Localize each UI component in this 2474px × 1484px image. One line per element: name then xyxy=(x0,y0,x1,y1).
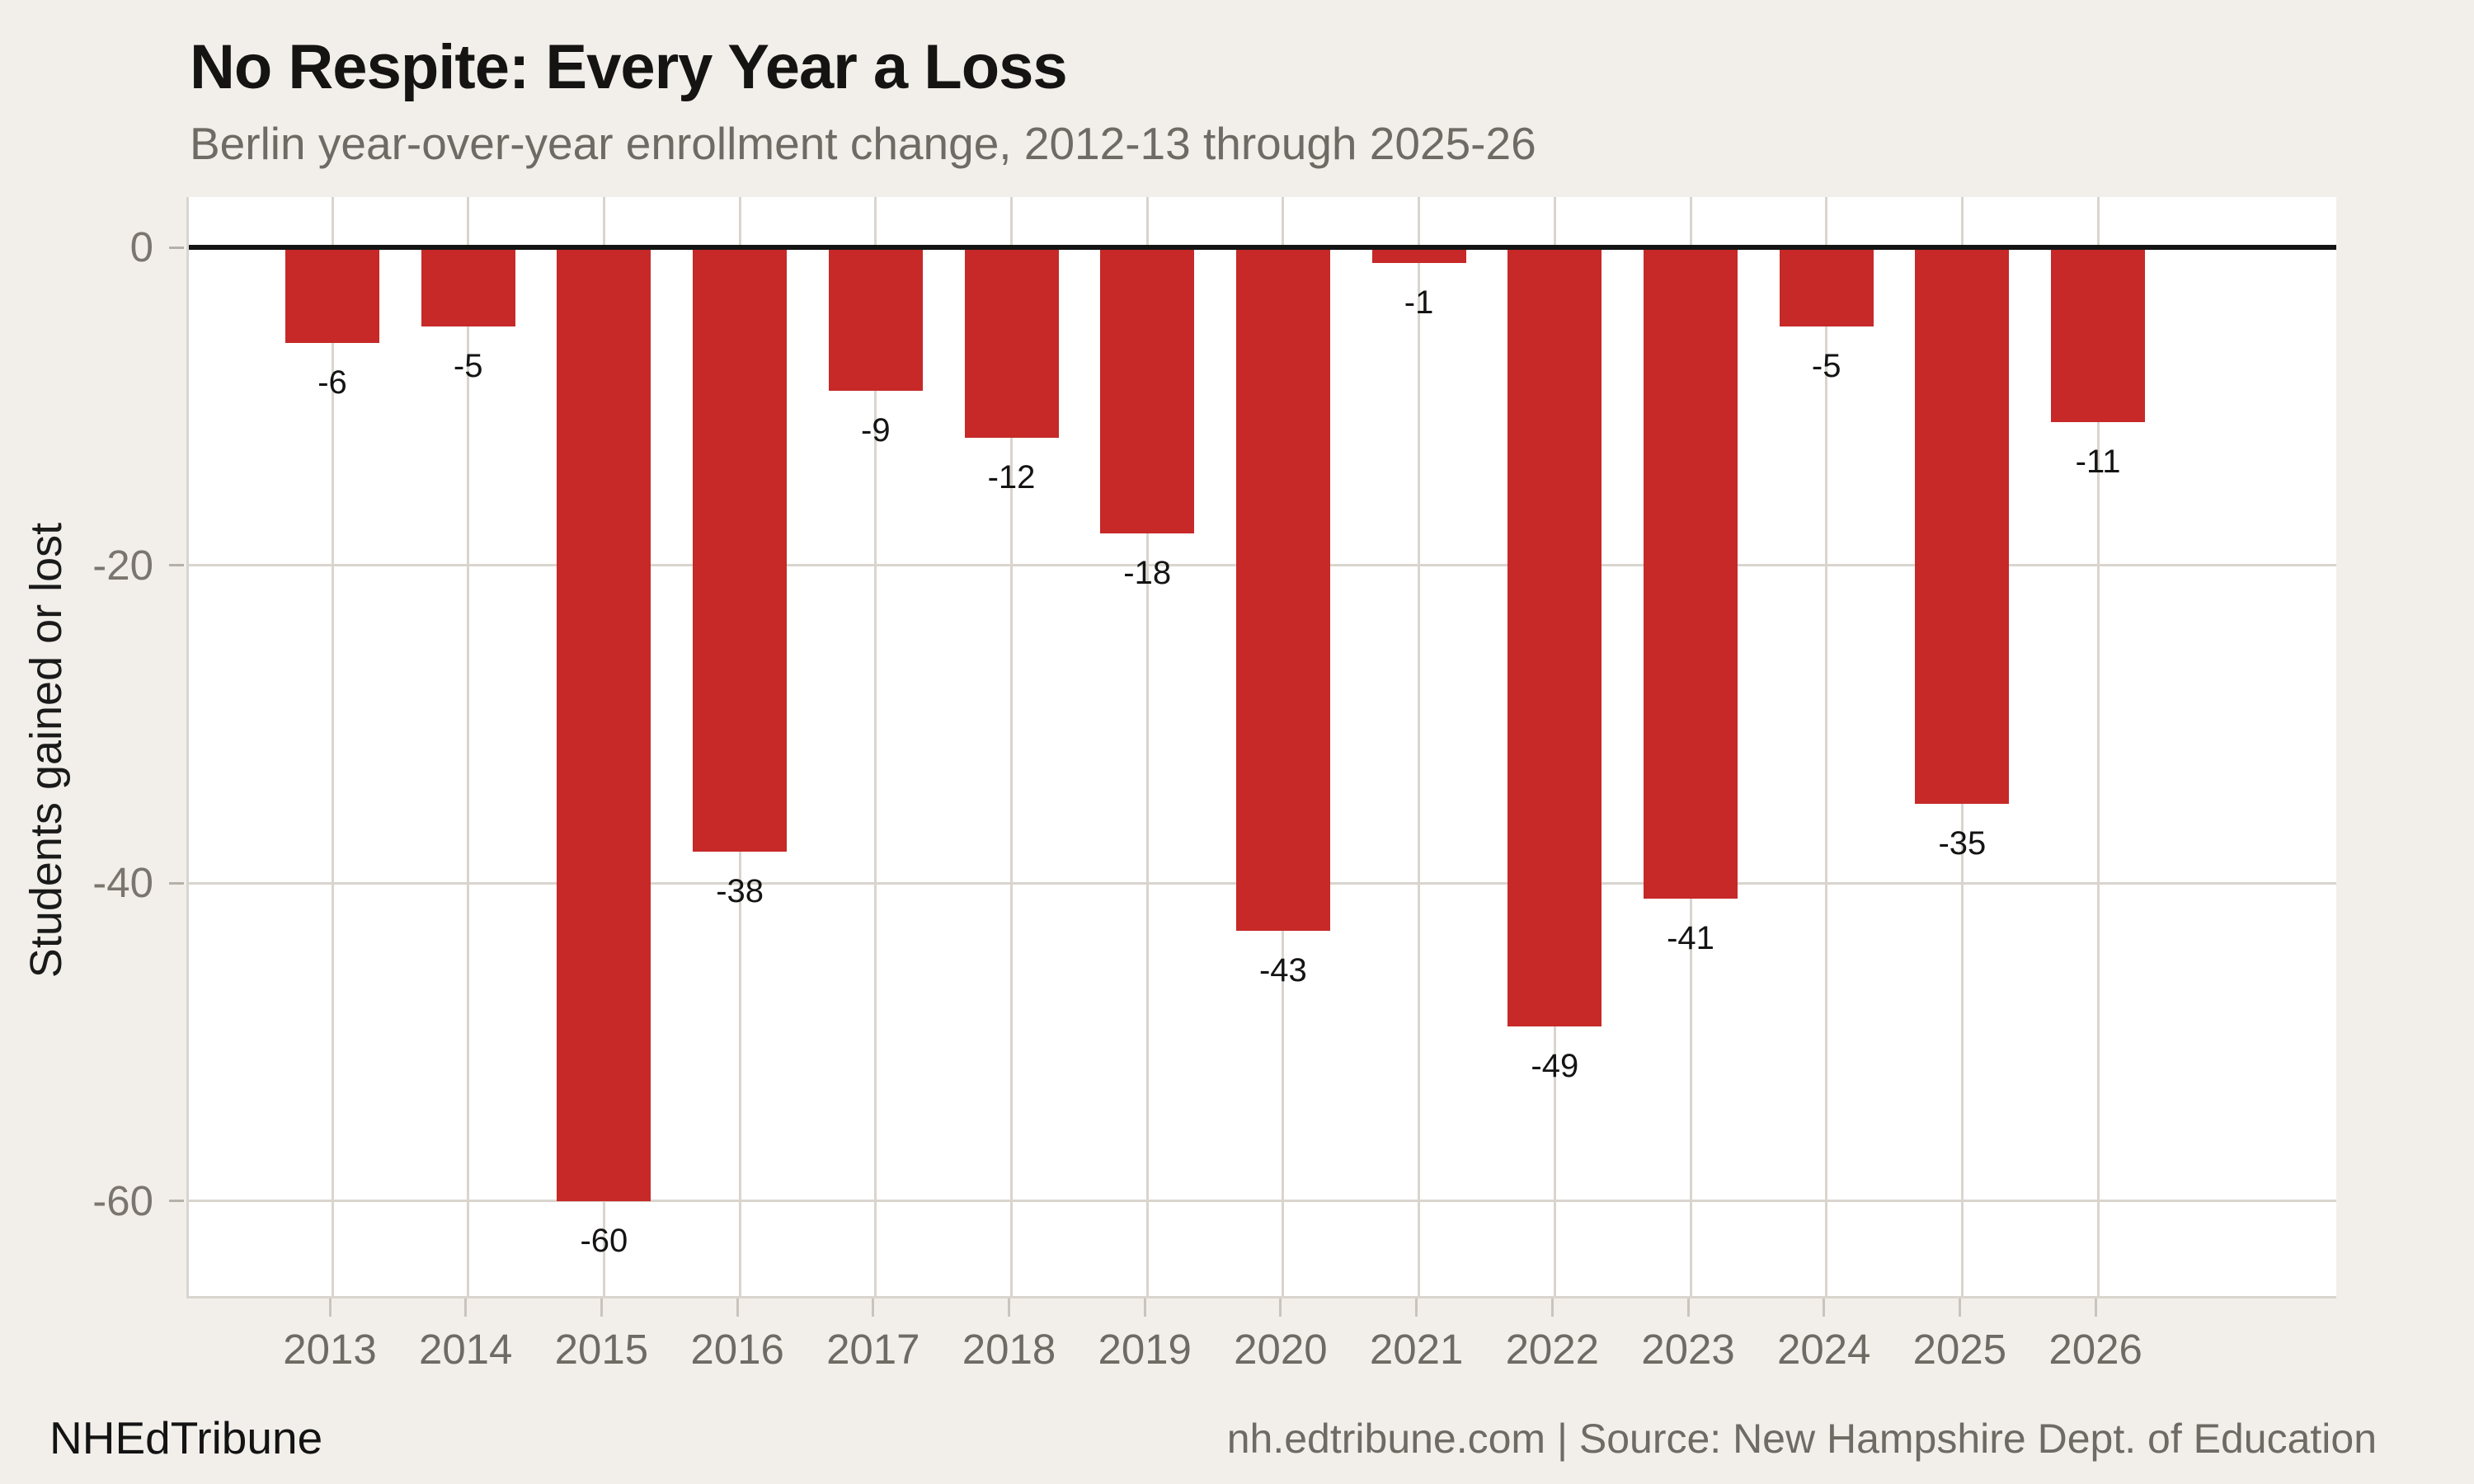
bar-value-label: -9 xyxy=(861,411,891,448)
x-tick-mark xyxy=(1958,1298,1961,1317)
y-tick-mark xyxy=(169,1200,184,1203)
x-tick-label: 2022 xyxy=(1505,1326,1600,1373)
x-tick-label: 2015 xyxy=(554,1326,649,1373)
chart-title: No Respite: Every Year a Loss xyxy=(190,32,1068,102)
x-gridline xyxy=(331,197,334,1298)
y-gridline xyxy=(189,1200,2336,1203)
x-gridline xyxy=(874,197,877,1298)
bar-2021 xyxy=(1371,247,1466,264)
x-tick-mark xyxy=(1686,1298,1690,1317)
x-tick-mark xyxy=(328,1298,332,1317)
x-tick-label: 2024 xyxy=(1776,1326,1871,1373)
x-tick-label: 2016 xyxy=(690,1326,784,1373)
x-tick-label: 2023 xyxy=(1641,1326,1735,1373)
bar-2014 xyxy=(421,247,515,327)
chart-subtitle: Berlin year-over-year enrollment change,… xyxy=(190,118,1536,169)
bar-value-label: -12 xyxy=(987,459,1036,496)
x-tick-mark xyxy=(1415,1298,1418,1317)
source-attribution: nh.edtribune.com | Source: New Hampshire… xyxy=(1226,1416,2377,1462)
y-tick-mark xyxy=(169,246,184,249)
bar-2018 xyxy=(964,247,1059,439)
bar-2017 xyxy=(828,247,923,391)
bar-2013 xyxy=(285,247,379,343)
bar-value-label: -5 xyxy=(453,348,483,385)
x-gridline xyxy=(1145,197,1149,1298)
x-tick-mark xyxy=(1550,1298,1554,1317)
bar-value-label: -5 xyxy=(1811,348,1841,385)
bar-value-label: -38 xyxy=(716,872,764,909)
y-tick-label: -60 xyxy=(92,1176,153,1224)
bar-2016 xyxy=(693,247,788,852)
bar-value-label: -35 xyxy=(1938,824,1987,862)
x-tick-mark xyxy=(736,1298,739,1317)
x-tick-mark xyxy=(2094,1298,2097,1317)
x-tick-label: 2018 xyxy=(962,1326,1056,1373)
bar-2025 xyxy=(1915,247,2010,804)
bar-2024 xyxy=(1779,247,1874,327)
bar-2026 xyxy=(2051,247,2146,423)
bar-value-label: -41 xyxy=(1667,920,1714,957)
bar-value-label: -43 xyxy=(1258,952,1307,989)
plot-area: -6 -5 -60 -38 -9 -12 -18 -43 -1 -49 -41 -5 -35 -11 xyxy=(186,197,2336,1298)
x-tick-label: 2017 xyxy=(826,1326,920,1373)
y-tick-mark xyxy=(169,881,184,885)
x-tick-label: 2014 xyxy=(418,1326,513,1373)
bar-2023 xyxy=(1644,247,1738,899)
y-tick-mark xyxy=(169,564,184,567)
x-gridline xyxy=(1418,197,1421,1298)
bar-value-label: -60 xyxy=(580,1222,628,1259)
x-gridline xyxy=(1825,197,1828,1298)
x-tick-mark xyxy=(872,1298,875,1317)
brand-logo-text: NHEdTribune xyxy=(49,1412,323,1463)
bar-value-label: -6 xyxy=(317,364,347,401)
x-gridline xyxy=(1010,197,1013,1298)
zero-baseline xyxy=(189,245,2336,250)
x-tick-mark xyxy=(1143,1298,1146,1317)
bar-value-label: -49 xyxy=(1531,1047,1579,1084)
x-tick-label: 2025 xyxy=(1912,1326,2007,1373)
x-tick-label: 2021 xyxy=(1369,1326,1464,1373)
bar-2020 xyxy=(1235,247,1330,932)
bar-2019 xyxy=(1100,247,1195,534)
x-tick-mark xyxy=(464,1298,468,1317)
x-tick-label: 2020 xyxy=(1234,1326,1328,1373)
bar-2015 xyxy=(557,247,651,1201)
bar-value-label: -18 xyxy=(1123,555,1172,592)
x-tick-label: 2026 xyxy=(2048,1326,2142,1373)
x-gridline xyxy=(2096,197,2100,1298)
bar-value-label: -1 xyxy=(1404,284,1434,322)
bar-2022 xyxy=(1507,247,1602,1026)
x-tick-mark xyxy=(1008,1298,1010,1317)
x-tick-mark xyxy=(600,1298,603,1317)
x-gridline xyxy=(467,197,470,1298)
y-axis-title: Students gained or lost xyxy=(21,522,71,979)
x-tick-label: 2019 xyxy=(1098,1326,1192,1373)
x-tick-label: 2013 xyxy=(283,1326,377,1373)
x-tick-mark xyxy=(1279,1298,1282,1317)
bar-value-label: -11 xyxy=(2075,444,2121,481)
y-tick-label: 0 xyxy=(129,223,153,270)
x-tick-mark xyxy=(1823,1298,1826,1317)
